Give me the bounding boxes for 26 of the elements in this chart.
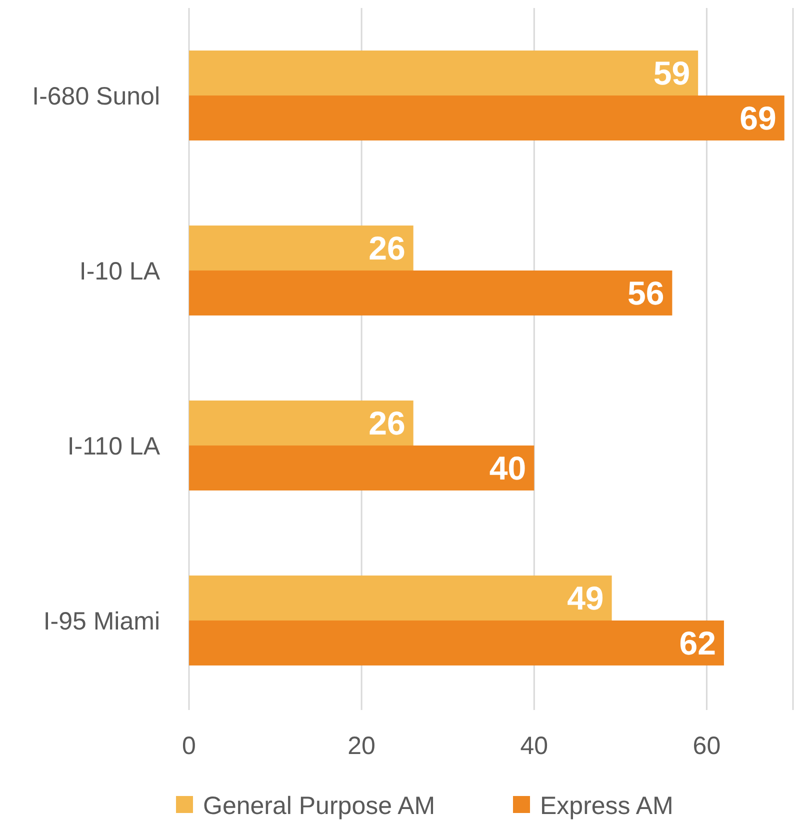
- data-label: 62: [679, 624, 716, 662]
- data-label: 69: [740, 100, 776, 137]
- data-label: 26: [368, 404, 406, 442]
- bar: [189, 226, 414, 270]
- x-tick-label: 60: [692, 732, 721, 760]
- bar: [189, 576, 612, 620]
- bar: [189, 400, 414, 446]
- y-tick-label: I-680 Sunol: [32, 82, 160, 110]
- y-tick-label: I-95 Miami: [43, 607, 160, 636]
- y-tick-label: I-10 LA: [79, 257, 160, 286]
- data-label: 26: [368, 230, 406, 267]
- legend-label: General Purpose AM: [203, 792, 436, 820]
- x-tick-label: 0: [182, 732, 196, 760]
- bar: [189, 620, 724, 666]
- data-label: 56: [627, 274, 664, 312]
- legend-label: Express AM: [540, 792, 674, 820]
- x-tick-label: 20: [348, 732, 376, 760]
- data-label: 59: [653, 54, 690, 92]
- bar: [189, 50, 698, 96]
- bar: [189, 270, 672, 316]
- bar: [189, 446, 534, 490]
- bar: [189, 96, 784, 140]
- data-label: 49: [567, 580, 604, 617]
- x-tick-label: 40: [520, 732, 548, 760]
- data-label: 40: [489, 450, 526, 487]
- y-tick-label: I-110 LA: [67, 432, 160, 460]
